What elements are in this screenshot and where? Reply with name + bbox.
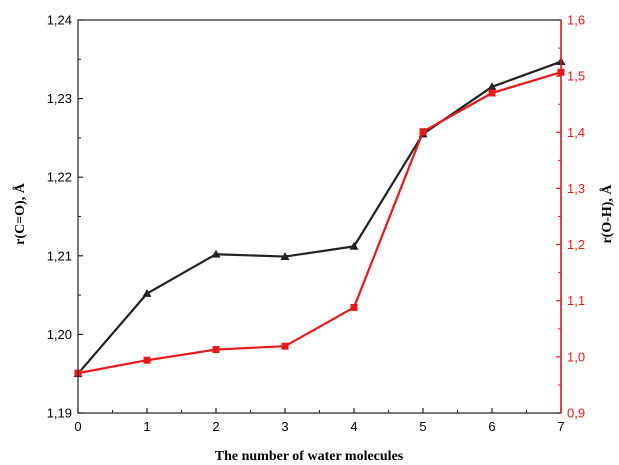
series-1-line xyxy=(77,71,562,375)
right-tick-label: 1,1 xyxy=(567,293,585,308)
right-tick-label: 1,3 xyxy=(567,181,585,196)
right-tick-label: 1,0 xyxy=(567,349,585,364)
series-0-point xyxy=(280,252,290,260)
x-tick-label: 0 xyxy=(74,419,81,434)
x-axis-title: The number of water molecules xyxy=(215,449,404,464)
right-tick-label: 1,4 xyxy=(567,125,585,140)
series-0-point xyxy=(349,241,359,250)
left-tick-label: 1,20 xyxy=(47,327,72,342)
left-tick-label: 1,19 xyxy=(47,406,72,421)
left-tick-label: 1,23 xyxy=(47,91,72,106)
x-tick-label: 4 xyxy=(350,419,357,434)
right-tick-label: 1,6 xyxy=(567,13,585,28)
left-tick-label: 1,21 xyxy=(47,248,72,263)
right-tick-label: 0,9 xyxy=(567,406,585,421)
x-tick-label: 6 xyxy=(488,419,495,434)
right-tick-label: 1,2 xyxy=(567,237,585,252)
left-tick-label: 1,24 xyxy=(47,13,72,28)
x-tick-label: 7 xyxy=(557,419,564,434)
x-tick-label: 2 xyxy=(212,419,219,434)
x-tick-label: 5 xyxy=(419,419,426,434)
series-1-point xyxy=(350,303,358,311)
x-tick-label: 1 xyxy=(143,419,150,434)
series-0-line xyxy=(77,60,562,375)
left-axis-ticks: 1,19 1,20 1,21 1,22 1,23 1,24 xyxy=(47,13,83,421)
series-0-point xyxy=(487,82,497,91)
plot-frame xyxy=(77,19,562,414)
series-1-point xyxy=(488,89,496,97)
series-layer xyxy=(73,57,566,378)
left-axis-title: r(C=O), Å xyxy=(12,182,28,245)
right-tick-label: 1,5 xyxy=(567,69,585,84)
x-axis-ticks: 0 1 2 3 4 5 6 7 xyxy=(74,408,565,434)
x-tick-label: 3 xyxy=(281,419,288,434)
series-1-point xyxy=(212,346,220,354)
series-1-point xyxy=(419,128,427,136)
series-1-point xyxy=(143,356,151,364)
right-axis-title: r(O-H), Å xyxy=(599,184,615,244)
series-0-point xyxy=(211,249,221,258)
series-0-point xyxy=(142,289,152,297)
left-tick-label: 1,22 xyxy=(47,170,72,185)
series-1-point xyxy=(281,342,289,350)
